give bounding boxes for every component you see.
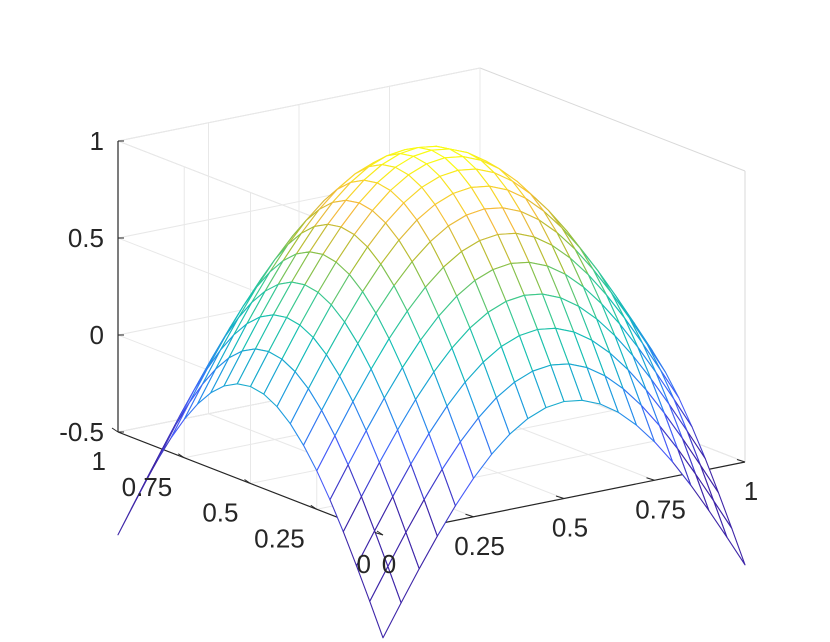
x-tick bbox=[465, 513, 474, 518]
y-tick-label: 0.75 bbox=[122, 472, 173, 502]
top-edge-right bbox=[479, 67, 746, 172]
y-tick-label: 0.25 bbox=[254, 523, 305, 553]
x-tick-label: 0.5 bbox=[552, 513, 588, 543]
surface-mesh bbox=[117, 145, 746, 639]
x-tick bbox=[736, 459, 746, 463]
mesh-cell bbox=[369, 565, 402, 639]
z-tick-label: 0 bbox=[90, 320, 104, 350]
x-tick-label: 1 bbox=[744, 476, 758, 506]
x-tick bbox=[646, 477, 655, 481]
x-tick-label: 0.75 bbox=[635, 494, 686, 524]
y-tick-label: 1 bbox=[92, 446, 106, 476]
x-tick-label: 0.25 bbox=[454, 531, 505, 561]
y-tick bbox=[376, 530, 384, 536]
y-tick bbox=[111, 427, 119, 433]
x-tick-label: 0 bbox=[382, 549, 396, 579]
y-tick-label: 0 bbox=[357, 549, 371, 579]
y-tick bbox=[177, 453, 185, 459]
tick-marks bbox=[111, 140, 746, 536]
z-tick-label: 1 bbox=[90, 126, 104, 156]
z-tick-label: -0.5 bbox=[59, 417, 104, 447]
y-tick bbox=[244, 479, 251, 484]
mesh-cell bbox=[713, 500, 746, 566]
x-tick bbox=[555, 495, 565, 499]
y-tick-label: 0.5 bbox=[202, 498, 238, 528]
z-tick-label: 0.5 bbox=[68, 223, 104, 253]
y-tick bbox=[310, 504, 318, 510]
mesh-cell bbox=[183, 368, 217, 420]
